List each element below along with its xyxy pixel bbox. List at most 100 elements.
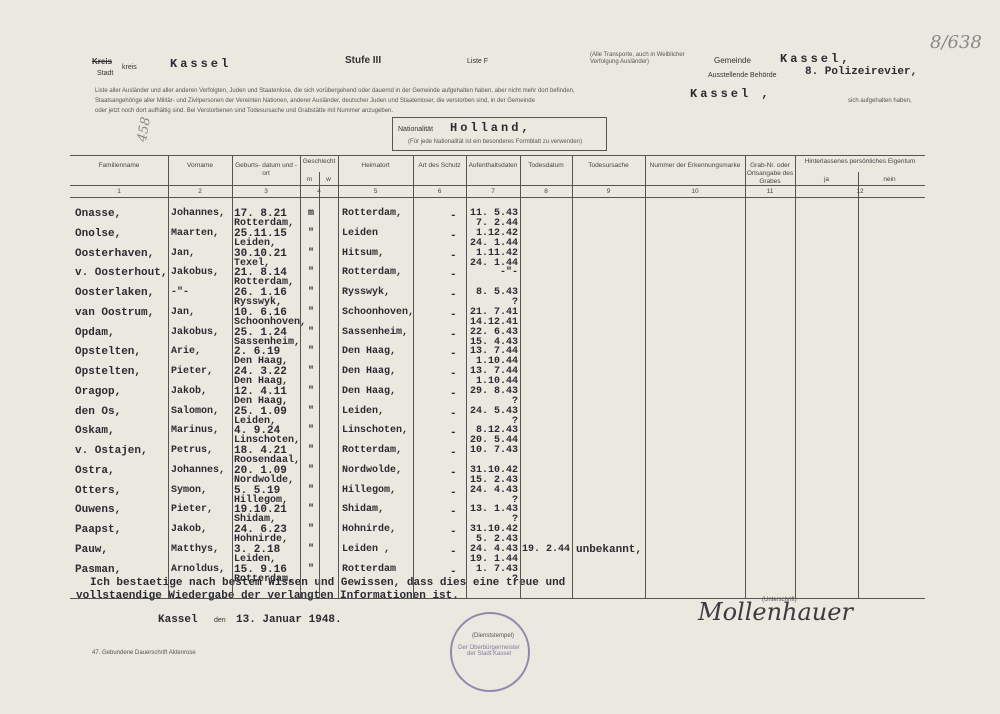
birth-place: Rotterdam,	[234, 573, 295, 585]
property-subheader: ja	[823, 176, 830, 183]
table-rule	[70, 185, 925, 186]
stay-date: 13. 7.44	[469, 366, 518, 377]
birth-place: Rysswyk,	[234, 297, 283, 308]
place: Kassel	[158, 614, 198, 626]
hometown: Rotterdam,	[342, 208, 403, 219]
sex: "	[308, 227, 315, 239]
declaration: Ich bestaetige nach bestem Wissen und Ge…	[90, 577, 566, 589]
first-name: Jakobus,	[171, 326, 220, 338]
column-rule	[572, 155, 573, 598]
stay-date: ?	[511, 297, 518, 308]
birth-date: 10. 6.16	[234, 306, 287, 319]
column-number: 8	[544, 188, 548, 195]
birth-date: 19.10.21	[234, 504, 287, 517]
birth-date: 26. 1.16	[234, 287, 287, 299]
hometown: Sassenheim,	[342, 326, 409, 338]
first-name: Marinus,	[171, 425, 220, 437]
stay-date: 24. 4.43	[469, 543, 518, 555]
stay-date: ?	[511, 395, 518, 407]
surname: v. Oosterhout,	[75, 267, 168, 280]
stay-date: 10. 7.43	[469, 445, 518, 456]
hometown: Hitsum,	[342, 247, 385, 259]
protection: -	[450, 308, 457, 321]
column-number: 11	[766, 188, 774, 195]
column-rule	[858, 172, 859, 598]
hometown: Hillegom,	[342, 484, 397, 496]
protection: -	[450, 328, 457, 341]
birth-place: Roosendaal,	[234, 455, 301, 466]
city: Kassel	[170, 57, 232, 71]
birth-date: 18. 4.21	[234, 445, 287, 457]
column-number: 7	[491, 188, 495, 195]
stamp	[450, 612, 530, 692]
column-number: 10	[691, 188, 699, 195]
first-name: Pieter,	[171, 366, 214, 377]
column-header: Nummer der Erkennungsmarke	[649, 162, 741, 169]
table-rule	[70, 598, 925, 599]
declaration: vollstaendige Wiedergabe der verlangten …	[76, 590, 459, 602]
birth-date: 3. 2.18	[234, 543, 281, 556]
protection: -	[450, 447, 457, 459]
stay-date: 14.12.41	[469, 316, 518, 328]
surname: Onasse,	[75, 208, 122, 220]
column-number: 5	[373, 188, 378, 195]
death-cause: unbekannt,	[576, 543, 643, 556]
first-name: Jan,	[171, 247, 196, 259]
surname: Paapst,	[75, 524, 122, 536]
intro-city: Kassel ,	[690, 87, 772, 101]
birth-date: 25.11.15	[234, 227, 287, 240]
stay-date: 11. 5.43	[469, 208, 518, 219]
hometown: Linschoten,	[342, 425, 409, 437]
surname: Opstelten,	[75, 366, 142, 378]
column-rule	[520, 155, 521, 598]
protection: -	[450, 565, 457, 578]
surname: Oosterlaken,	[75, 287, 155, 299]
stay-date: 22. 6.43	[469, 326, 518, 338]
hometown: Nordwolde,	[342, 464, 403, 476]
sex: "	[308, 405, 315, 417]
column-number: 6	[437, 188, 442, 195]
nationality-label: Nationalität	[398, 126, 434, 133]
first-name: Jan,	[171, 306, 196, 318]
birth-date: 20. 1.09	[234, 464, 287, 477]
surname: Oragop,	[75, 385, 122, 398]
stay-date: 1.12.42	[475, 227, 518, 239]
protection: -	[450, 526, 457, 538]
sex: "	[308, 464, 315, 476]
stamp-label: (Dienststempel)	[472, 633, 515, 639]
birth-place: Rotterdam,	[234, 277, 295, 289]
first-name: Matthys,	[171, 543, 220, 555]
stay-date: 1.10.44	[475, 356, 518, 368]
surname: Pauw,	[75, 543, 109, 556]
first-name: Johannes,	[171, 208, 226, 219]
transport-note: (Alle Transporte, auch in Weiblicher	[590, 52, 685, 58]
protection: -	[450, 466, 457, 479]
column-rule	[413, 155, 414, 598]
surname: Onolse,	[75, 227, 122, 240]
hometown: Den Haag,	[342, 346, 397, 358]
birth-place: Leiden,	[234, 415, 277, 427]
birth-date: 15. 9.16	[234, 563, 287, 576]
kreis-suffix: kreis	[122, 64, 137, 71]
birth-place: Leiden,	[234, 237, 277, 249]
surname: Otters,	[75, 484, 122, 497]
sex: m	[308, 208, 315, 219]
sex: "	[308, 366, 315, 377]
column-rule	[319, 172, 320, 598]
stay-date: 24. 5.43	[469, 405, 518, 417]
stay-date: 1. 7.43	[475, 563, 518, 575]
protection: -	[450, 407, 457, 420]
stay-date: 31.10.42	[469, 464, 518, 476]
stay-date: 13. 7.44	[469, 346, 518, 358]
birth-place: Den Haag,	[234, 376, 289, 387]
stay-date: 24. 1.44	[469, 257, 518, 269]
first-name: Pieter,	[171, 504, 214, 516]
intro: oder jetzt noch dort aufhältig sind. Bei…	[95, 108, 394, 114]
surname: Opdam,	[75, 326, 115, 339]
sex: "	[308, 425, 315, 437]
hometown: Leiden,	[342, 405, 385, 417]
stay-date: 13. 1.43	[469, 504, 518, 516]
protection: -	[450, 486, 457, 499]
print-note: 47. Gebundene Dauerschrift Aktenrose	[92, 650, 196, 656]
